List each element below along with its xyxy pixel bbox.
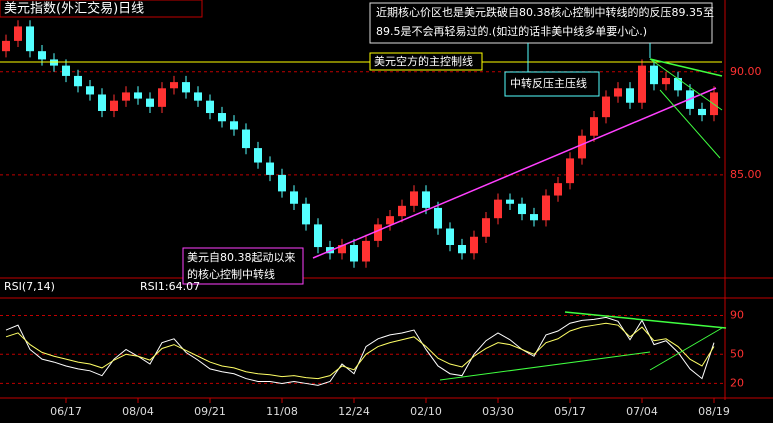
candle-body	[338, 245, 346, 254]
candle-body	[398, 205, 406, 217]
trend-line	[312, 87, 717, 259]
trend-line	[564, 311, 727, 329]
candle-body	[494, 199, 502, 219]
note-box	[182, 247, 304, 285]
candle-body	[242, 129, 250, 149]
x-tick-label: 08/04	[122, 405, 154, 418]
candle-body	[650, 65, 658, 85]
annotation: 美元自80.38起动以来	[187, 251, 296, 264]
y-tick-label: 90.00	[730, 65, 762, 78]
candle-body	[254, 148, 262, 163]
candle-body	[386, 216, 394, 225]
candle-body	[290, 191, 298, 204]
candle-body	[230, 121, 238, 130]
candle-body	[170, 82, 178, 89]
annotation: 美元空方的主控制线	[374, 54, 473, 68]
candle-body	[518, 203, 526, 215]
candle-body	[410, 191, 418, 206]
candle-body	[146, 98, 154, 107]
title-box	[0, 0, 203, 18]
candle-body	[182, 82, 190, 93]
candle-body	[362, 240, 370, 262]
candle-body	[122, 92, 130, 101]
candle-body	[134, 92, 142, 99]
x-tick-label: 11/08	[266, 405, 298, 418]
candle-body	[350, 245, 358, 262]
candle-body	[302, 203, 310, 225]
trend-line	[659, 89, 721, 159]
x-tick-label: 05/17	[554, 405, 586, 418]
x-tick-label: 08/19	[698, 405, 730, 418]
indicator-title: RSI(7,14)	[4, 280, 55, 293]
candle-body	[578, 135, 586, 159]
candle-body	[434, 207, 442, 229]
x-tick-label: 12/24	[338, 405, 370, 418]
candle-body	[218, 113, 226, 122]
candle-body	[614, 88, 622, 97]
candle-body	[482, 218, 490, 237]
annotation: 近期核心价区也是美元跌破自80.38核心控制中转线的的反压89.35至	[376, 5, 714, 19]
candle-body	[554, 183, 562, 196]
annotation: 的核心控制中转线	[187, 267, 275, 281]
x-tick-label: 09/21	[194, 405, 226, 418]
x-tick-label: 07/04	[626, 405, 658, 418]
x-tick-label: 06/17	[50, 405, 82, 418]
candle-body	[110, 100, 118, 111]
trend-line	[649, 58, 723, 111]
candle-body	[98, 94, 106, 111]
note-box	[504, 71, 600, 97]
rsi-line	[5, 322, 715, 380]
note-box	[369, 2, 713, 44]
plot-area: 90.00 85.00 20 50 90 06/17 08/04 09/21 11/08 12/2…	[0, 20, 762, 418]
candle-body	[638, 65, 646, 103]
trend-line	[649, 327, 723, 371]
y-tick-label: 85.00	[730, 168, 762, 181]
candle-body	[158, 88, 166, 107]
candle-body	[62, 65, 70, 76]
candle-body	[278, 174, 286, 192]
candle-body	[566, 158, 574, 184]
candle-body	[590, 117, 598, 136]
candle-body	[194, 92, 202, 101]
candle-body	[86, 86, 94, 95]
candle-body	[530, 214, 538, 221]
candle-body	[542, 195, 550, 221]
candle-body	[206, 100, 214, 114]
candle-body	[26, 26, 34, 52]
candle-body	[38, 51, 46, 60]
candle-body	[698, 108, 706, 116]
candle-body	[674, 77, 682, 91]
y-tick-label: 20	[730, 376, 744, 389]
candle-body	[422, 191, 430, 208]
candle-body	[506, 199, 514, 204]
candle-body	[74, 75, 82, 87]
candle-body	[14, 26, 22, 41]
candle-body	[602, 96, 610, 118]
chart-title: 美元指数(外汇交易)日线	[4, 1, 144, 17]
trend-line	[439, 351, 651, 381]
x-tick-label: 02/10	[410, 405, 442, 418]
y-tick-label: 50	[730, 347, 744, 360]
candle-body	[626, 88, 634, 103]
candle-body	[470, 236, 478, 254]
trend-line	[649, 58, 723, 77]
annotation: 中转反压主压线	[510, 76, 587, 90]
indicator-value: RSI1:64.07	[140, 280, 200, 293]
candle-body	[374, 224, 382, 241]
note-box	[369, 52, 483, 71]
candle-body	[446, 228, 454, 246]
candle-body	[266, 162, 274, 175]
rsi-line	[5, 316, 715, 386]
y-tick-label: 90	[730, 308, 744, 321]
candle-body	[662, 77, 670, 85]
candle-body	[2, 40, 10, 52]
candle-body	[458, 245, 466, 254]
candle-body	[314, 224, 322, 248]
annotation: 89.5是不会再轻易过的.(如过的话非美中线多单要小心.)	[376, 24, 647, 38]
candle-body	[50, 59, 58, 66]
x-tick-label: 03/30	[482, 405, 514, 418]
